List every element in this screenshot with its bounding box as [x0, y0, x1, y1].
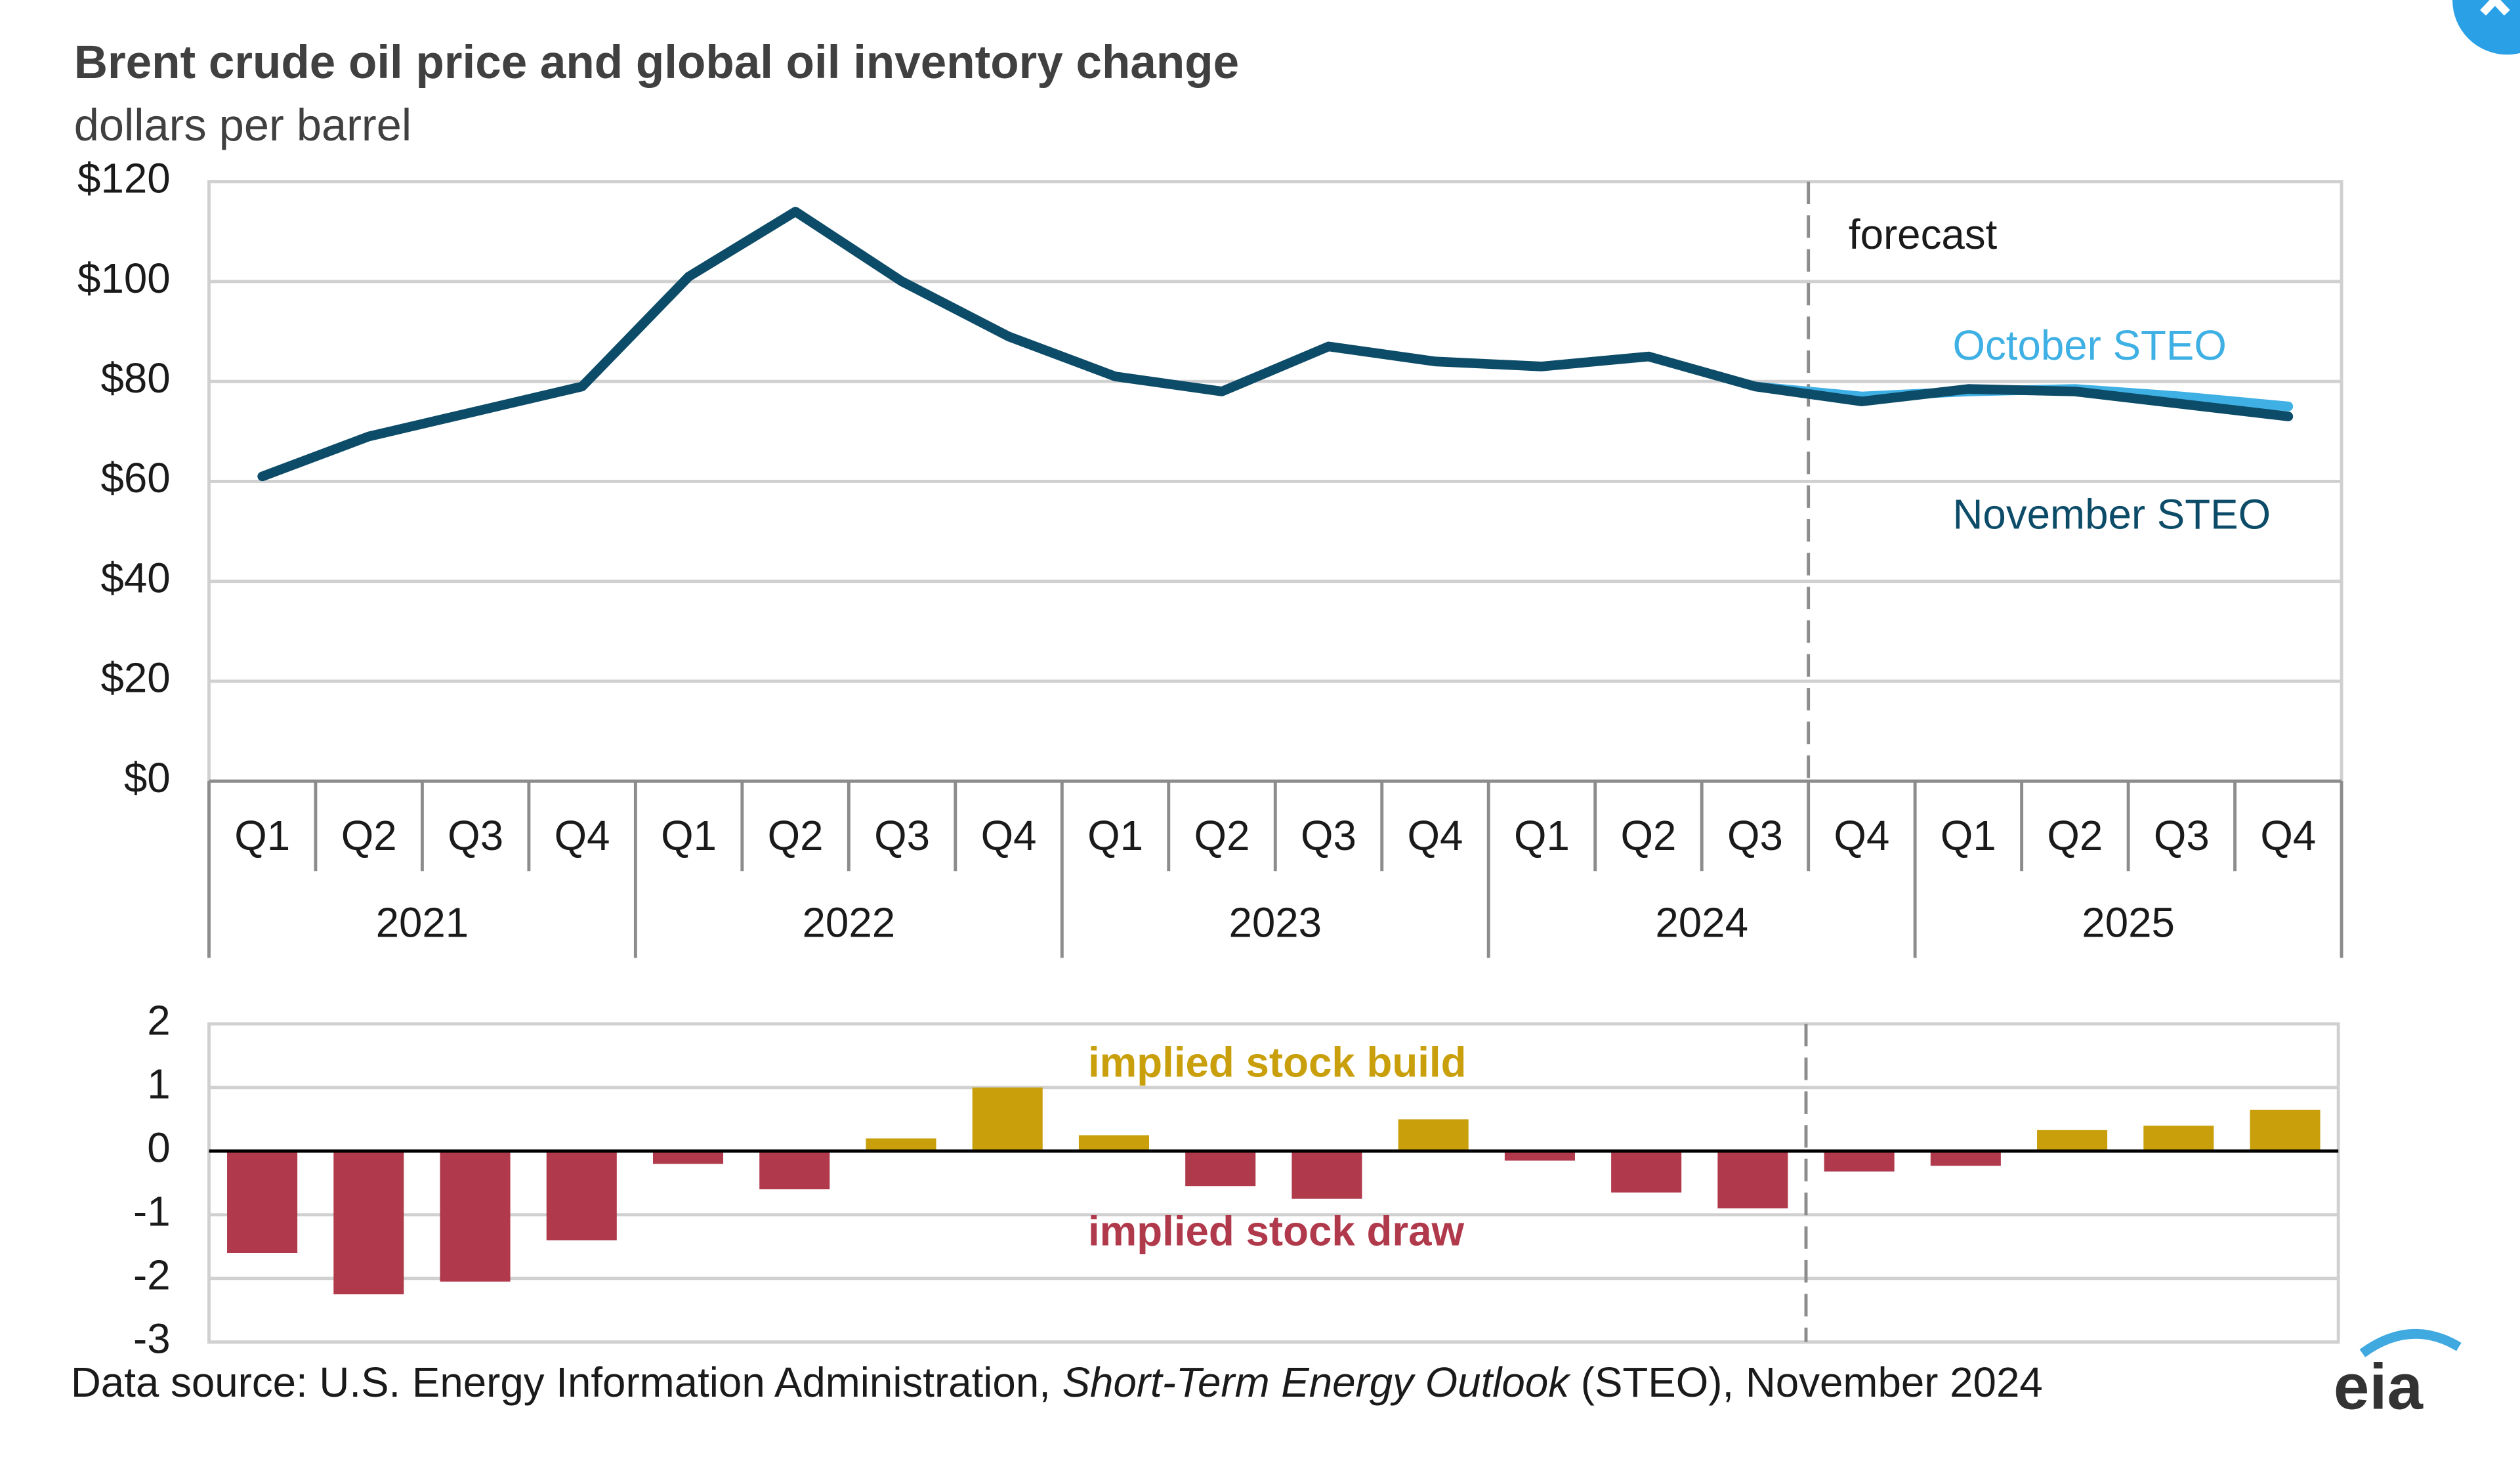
y-tick-label: $60	[100, 455, 170, 501]
logo-swoosh	[2359, 1328, 2462, 1357]
line-series	[257, 207, 2294, 482]
bar	[440, 1151, 511, 1282]
bar	[546, 1151, 617, 1240]
x-tick-label: Q3	[1727, 813, 1783, 859]
bar	[1185, 1151, 1256, 1187]
x-tick-label: Q4	[1408, 813, 1463, 859]
series-label: November STEO	[1952, 491, 2271, 538]
source-italic: Short-Term Energy Outlook	[1062, 1359, 1572, 1406]
y-tick-label: -3	[133, 1316, 171, 1363]
year-label: 2022	[803, 899, 896, 946]
bar	[333, 1151, 404, 1295]
annotation: implied stock draw	[1088, 1208, 1465, 1255]
year-label: 2024	[1655, 899, 1748, 946]
bar	[1717, 1151, 1788, 1209]
x-tick-label: Q1	[1087, 813, 1143, 859]
bar	[1504, 1151, 1575, 1161]
y-tick-label: 2	[147, 998, 170, 1044]
bar	[1611, 1151, 1682, 1193]
y-tick-label: $80	[100, 355, 170, 402]
bar	[972, 1087, 1043, 1151]
source-note: Data source: U.S. Energy Information Adm…	[71, 1359, 2043, 1406]
x-tick-label: Q2	[2047, 813, 2103, 859]
year-label: 2021	[376, 899, 469, 946]
x-tick-label: Q3	[1301, 813, 1356, 859]
y-tick-label: 1	[147, 1061, 170, 1108]
bar	[1292, 1151, 1362, 1199]
bar	[227, 1151, 298, 1254]
y-tick-label: 0	[147, 1125, 170, 1172]
y-tick-label: $100	[77, 255, 171, 302]
y-tick-label: $20	[100, 655, 170, 702]
year-label: 2023	[1228, 899, 1322, 946]
bar	[866, 1138, 936, 1151]
x-tick-label: Q3	[448, 813, 503, 859]
bar	[1398, 1119, 1469, 1151]
x-tick-label: Q4	[2260, 813, 2316, 859]
y-tick-label: -1	[133, 1189, 171, 1235]
x-tick-label: Q2	[341, 813, 397, 859]
x-tick-label: Q2	[1194, 813, 1250, 859]
annotation: implied stock build	[1088, 1039, 1467, 1086]
bar	[1930, 1151, 2001, 1166]
bar	[759, 1151, 830, 1190]
y-tick-label: -2	[133, 1252, 171, 1299]
chart-subtitle: dollars per barrel	[74, 100, 411, 150]
y-tick-label: $0	[124, 755, 171, 801]
bar	[2250, 1109, 2320, 1151]
x-tick-label: Q4	[1834, 813, 1889, 859]
bar	[1824, 1151, 1895, 1172]
x-tick-label: Q3	[874, 813, 930, 859]
x-tick-label: Q3	[2154, 813, 2210, 859]
x-tick-label: Q4	[555, 813, 610, 859]
bar	[1078, 1135, 1149, 1151]
x-tick-label: Q2	[1620, 813, 1676, 859]
bar	[652, 1151, 724, 1164]
y-tick-label: $120	[77, 156, 171, 202]
source-tail: (STEO), November 2024	[1569, 1359, 2043, 1406]
chart-title: Brent crude oil price and global oil inv…	[74, 37, 1239, 89]
y-tick-label: $40	[100, 555, 170, 601]
x-tick-label: Q4	[981, 813, 1037, 859]
year-label: 2025	[2082, 899, 2175, 946]
x-tick-label: Q1	[234, 813, 290, 859]
x-tick-label: Q2	[768, 813, 824, 859]
forecast-label: forecast	[1849, 211, 1998, 258]
bar	[2037, 1130, 2108, 1151]
logo: eia	[2334, 1351, 2424, 1423]
close-icon	[2480, 0, 2510, 16]
x-tick-label: Q1	[1941, 813, 1996, 859]
bar	[2143, 1126, 2214, 1151]
source-lead: Data source: U.S. Energy Information Adm…	[71, 1359, 1062, 1406]
x-tick-label: Q1	[661, 813, 717, 859]
x-tick-label: Q1	[1514, 813, 1570, 859]
series-label: October STEO	[1952, 322, 2226, 369]
